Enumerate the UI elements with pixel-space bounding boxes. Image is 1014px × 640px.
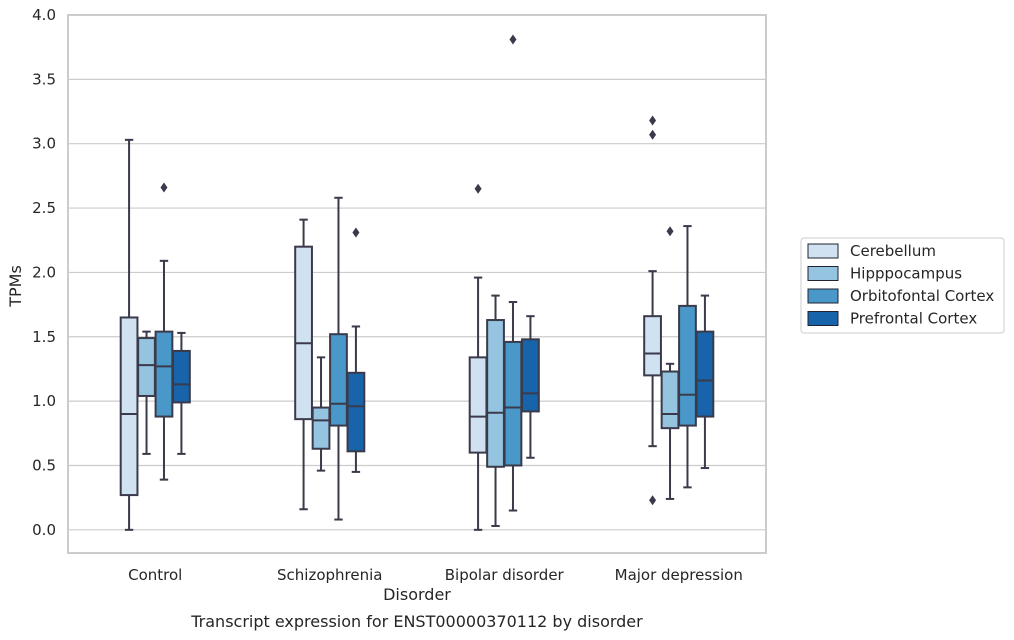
box-series [119, 34, 715, 531]
y-tick-label: 1.0 [32, 392, 56, 410]
box-body [329, 333, 348, 427]
box-body [521, 338, 540, 413]
y-axis-title: TPMs [6, 265, 25, 308]
y-tick-label: 0.5 [32, 456, 56, 474]
box-cerebellum [119, 138, 139, 531]
y-tick-label: 2.5 [32, 199, 56, 217]
legend-label: Cerebellum [850, 242, 936, 260]
box-body [154, 330, 174, 418]
plot-background [68, 15, 766, 553]
box-body [346, 371, 366, 453]
legend-label: Hipppocampus [850, 265, 962, 283]
outlier-point [649, 129, 657, 140]
box-hipppocampus [137, 330, 156, 455]
box-prefrontal-cortex [346, 227, 366, 473]
box-cerebellum [294, 218, 313, 511]
y-tick-labels: 0.0 0.5 1.0 1.5 2.0 2.5 3.0 3.5 4.0 [32, 6, 56, 539]
y-tick-label: 3.0 [32, 135, 56, 153]
x-axis-title: Disorder [383, 585, 451, 604]
x-tick-labels: Control Schizophrenia Bipolar disorder Majo… [128, 566, 743, 584]
legend-swatch [807, 311, 839, 326]
outlier-point [666, 226, 674, 237]
box-hipppocampus [311, 356, 331, 472]
x-tick-label: Control [128, 566, 182, 584]
outlier-point [352, 227, 360, 238]
box-body [119, 316, 139, 497]
box-body [660, 370, 680, 430]
y-tick-label: 0.0 [32, 521, 56, 539]
legend-label: Orbitofontal Cortex [850, 287, 994, 305]
y-tick-label: 3.5 [32, 70, 56, 88]
legend-swatch [807, 266, 839, 281]
legend: Cerebellum Hipppocampus Orbitofontal Corte… [800, 237, 1005, 334]
outlier-point [649, 115, 657, 126]
box-body [311, 406, 331, 450]
outlier-point [509, 34, 517, 45]
box-body [294, 245, 313, 421]
box-prefrontal-cortex [695, 294, 715, 470]
legend-swatch [807, 243, 839, 259]
chart-caption: Transcript expression for ENST0000037011… [190, 612, 643, 631]
box-body [503, 340, 523, 467]
outlier-point [474, 183, 482, 194]
box-cerebellum [643, 115, 662, 506]
legend-label: Prefrontal Cortex [850, 310, 977, 328]
box-body [468, 356, 488, 454]
box-prefrontal-cortex [172, 331, 191, 455]
y-tick-label: 4.0 [32, 6, 56, 24]
y-tick-label: 2.0 [32, 263, 56, 281]
box-body [486, 319, 505, 468]
box-orbitofontal-cortex [678, 225, 697, 489]
outlier-point [649, 495, 657, 506]
plot-frame [67, 14, 767, 554]
x-tick-label: Bipolar disorder [445, 566, 565, 584]
box-body [137, 337, 156, 397]
x-tick-label: Schizophrenia [277, 566, 382, 584]
legend-swatch [807, 288, 839, 304]
legend-frame [800, 237, 1005, 334]
box-body [695, 330, 715, 418]
box-body [678, 304, 697, 427]
box-orbitofontal-cortex [154, 182, 174, 481]
outlier-point [160, 182, 168, 193]
box-body [172, 349, 191, 404]
box-body [643, 315, 662, 377]
y-tick-label: 1.5 [32, 328, 56, 346]
x-tick-label: Major depression [615, 566, 743, 584]
box-prefrontal-cortex [521, 315, 540, 459]
